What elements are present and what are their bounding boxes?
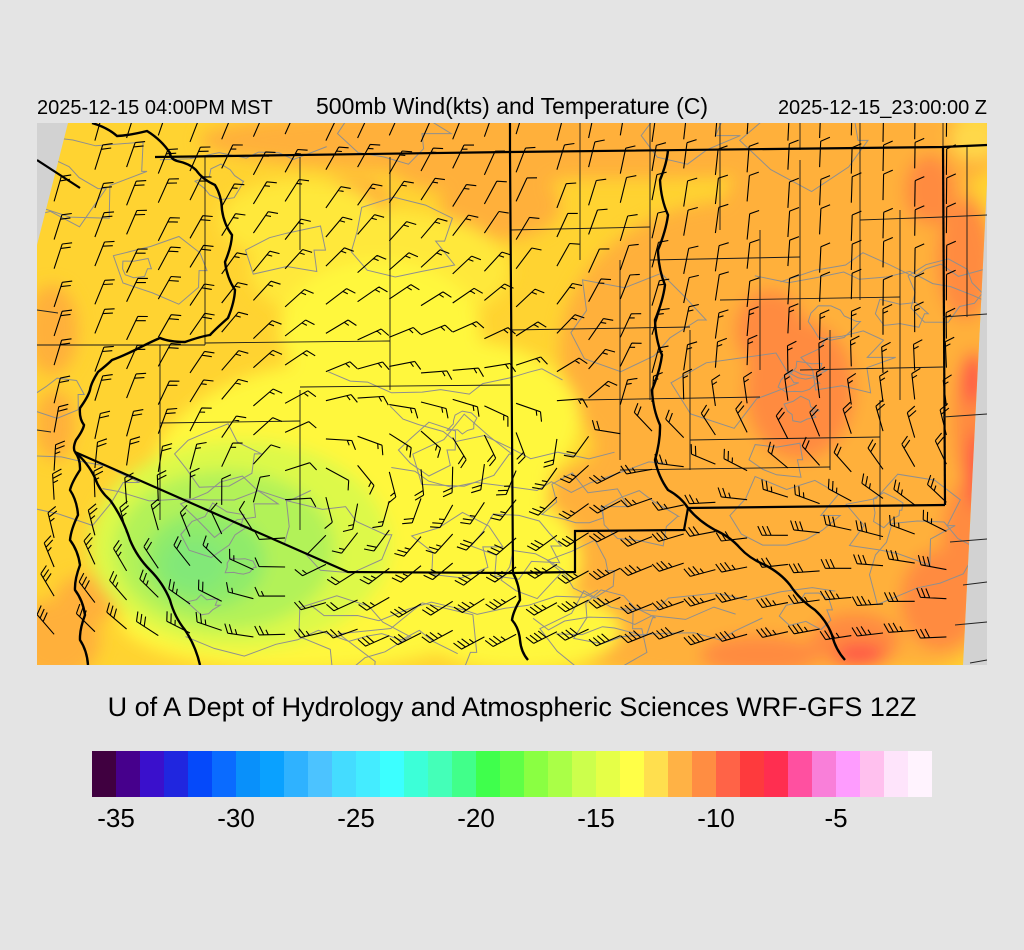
wind-barb-layer bbox=[37, 123, 957, 650]
colorbar-segment bbox=[404, 751, 428, 797]
boundary-layer bbox=[36, 121, 988, 779]
colorbar-segment bbox=[212, 751, 236, 797]
colorbar-tick-label: -5 bbox=[824, 803, 848, 833]
colorbar-segment bbox=[764, 751, 788, 797]
colorbar-tick-label: -35 bbox=[97, 803, 135, 833]
attribution-caption: U of A Dept of Hydrology and Atmospheric… bbox=[107, 692, 917, 722]
colorbar-segment bbox=[236, 751, 260, 797]
colorbar-segment bbox=[644, 751, 668, 797]
colorbar-segment bbox=[524, 751, 548, 797]
colorbar-segment bbox=[476, 751, 500, 797]
colorbar-segment bbox=[740, 751, 764, 797]
colorbar-segment bbox=[692, 751, 716, 797]
colorbar-segment bbox=[356, 751, 380, 797]
colorbar-segment bbox=[908, 751, 932, 797]
run-init-timestamp: 2025-12-15 04:00PM MST bbox=[37, 97, 273, 119]
colorbar-segment bbox=[884, 751, 908, 797]
colorbar-tick-label: -30 bbox=[217, 803, 255, 833]
map-canvas bbox=[36, 121, 990, 779]
colorbar-segment bbox=[668, 751, 692, 797]
colorbar-tick-label: -10 bbox=[697, 803, 735, 833]
colorbar-segment bbox=[92, 751, 116, 797]
colorbar-tick-label: -15 bbox=[577, 803, 615, 833]
colorbar-segment bbox=[500, 751, 524, 797]
page-title: 500mb Wind(kts) and Temperature (C) bbox=[316, 93, 708, 119]
colorbar-segment bbox=[428, 751, 452, 797]
colorbar-segment bbox=[332, 751, 356, 797]
colorbar-segment bbox=[836, 751, 860, 797]
colorbar-segment bbox=[116, 751, 140, 797]
temperature-colorbar bbox=[92, 751, 932, 797]
colorbar-segment bbox=[284, 751, 308, 797]
colorbar-segment bbox=[188, 751, 212, 797]
colorbar-segment bbox=[548, 751, 572, 797]
weather-map bbox=[36, 121, 990, 779]
colorbar-segment bbox=[788, 751, 812, 797]
temperature-fill-layer bbox=[37, 123, 990, 665]
colorbar-tick-label: -20 bbox=[457, 803, 495, 833]
colorbar-segment bbox=[596, 751, 620, 797]
colorbar-tick-label: -25 bbox=[337, 803, 375, 833]
colorbar-segment bbox=[452, 751, 476, 797]
colorbar-segment bbox=[380, 751, 404, 797]
colorbar-segment bbox=[620, 751, 644, 797]
colorbar-segment bbox=[164, 751, 188, 797]
colorbar-segment bbox=[140, 751, 164, 797]
colorbar-segment bbox=[572, 751, 596, 797]
colorbar-segment bbox=[308, 751, 332, 797]
colorbar-segment bbox=[260, 751, 284, 797]
colorbar-segment bbox=[716, 751, 740, 797]
colorbar-segment bbox=[812, 751, 836, 797]
colorbar-segment bbox=[860, 751, 884, 797]
valid-utc-timestamp: 2025-12-15_23:00:00 Z bbox=[777, 97, 987, 119]
